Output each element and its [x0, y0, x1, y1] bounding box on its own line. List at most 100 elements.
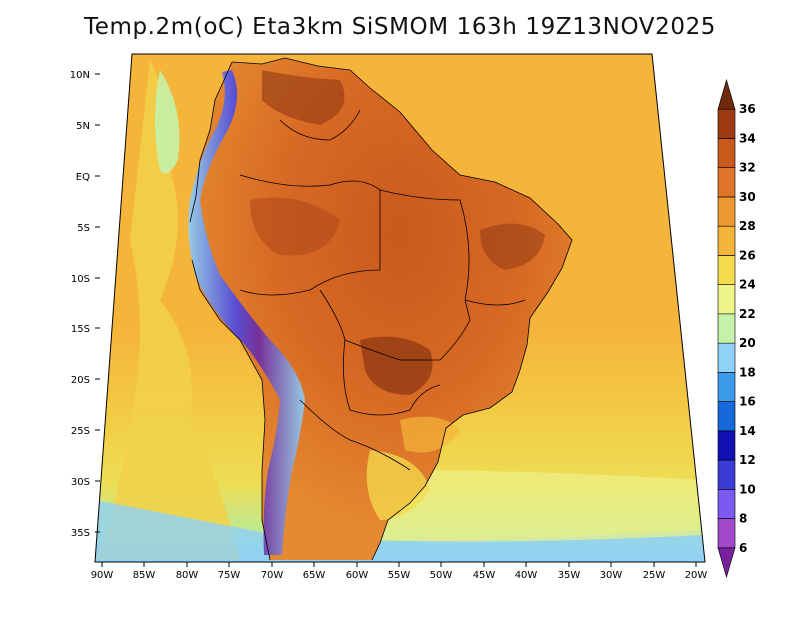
hot-patch-venezuela	[262, 70, 345, 125]
lon-label: 25W	[643, 570, 666, 581]
colorbar-segment	[717, 225, 736, 256]
pacific-cold-patch	[155, 70, 180, 174]
colorbar-segment	[717, 547, 736, 579]
lon-label: 90W	[91, 570, 114, 581]
border-bolivia	[319, 289, 471, 361]
colorbar-segment	[717, 78, 736, 110]
lat-tick: 5N	[76, 121, 100, 132]
colorbar-segment	[717, 138, 736, 169]
lon-label: 30W	[600, 570, 623, 581]
colorbar-segment	[717, 430, 736, 461]
lon-label: 20W	[685, 570, 708, 581]
colorbar-segment	[717, 313, 736, 344]
lon-label: 40W	[515, 570, 538, 581]
atlantic-coastline	[231, 57, 573, 561]
colorbar-label: 28	[739, 219, 756, 233]
lat-tick: EQ	[76, 172, 100, 183]
lat-tick: 20S	[71, 375, 100, 386]
hot-patch-pantanal	[360, 336, 433, 395]
colorbar-label: 12	[739, 453, 756, 467]
lat-tick: 35S	[71, 528, 100, 539]
andes-cold-ribbon	[188, 70, 305, 555]
south-atlantic-cool	[380, 470, 705, 542]
lon-tick: 60W	[346, 562, 369, 581]
colorbar-segment	[717, 196, 736, 227]
lon-label: 65W	[303, 570, 326, 581]
border-amazon	[239, 174, 381, 296]
colorbar-segment	[717, 342, 736, 373]
lon-tick: 65W	[303, 562, 326, 581]
lon-label: 70W	[261, 570, 284, 581]
lat-tick: 25S	[71, 426, 100, 437]
lat-tick: 5S	[77, 223, 100, 234]
southern-cold-band	[95, 500, 705, 562]
lon-label: 55W	[388, 570, 411, 581]
lon-label: 35W	[558, 570, 581, 581]
map-title: Temp.2m(oC) Eta3km SiSMOM 163h 19Z13NOV2…	[83, 14, 717, 40]
colorbar-segment	[717, 518, 736, 549]
colorbar-label: 24	[739, 278, 756, 292]
lat-label: 30S	[71, 477, 90, 488]
colorbar-label: 10	[739, 482, 756, 496]
lon-tick: 50W	[430, 562, 453, 581]
colorbar-label: 14	[739, 424, 756, 438]
colorbar: 6 8 10 12 14 16 18 20 22 24 26 28 30 32 34 36	[717, 78, 756, 579]
lon-tick: 85W	[133, 562, 155, 581]
lat-label: 20S	[71, 375, 90, 386]
colorbar-segment	[717, 167, 736, 198]
colorbar-label: 20	[739, 336, 756, 350]
colorbar-label: 34	[739, 131, 756, 145]
lat-label: 5N	[76, 121, 90, 132]
colorbar-label: 26	[739, 248, 756, 262]
lat-tick: 30S	[71, 477, 100, 488]
map-field	[95, 54, 705, 562]
colorbar-segment	[717, 284, 736, 315]
lon-label: 80W	[176, 570, 199, 581]
longitude-axis: 90W 85W 80W 75W 70W 65W 60W 55W 50W 45W …	[91, 562, 708, 581]
colorbar-label: 22	[739, 307, 756, 321]
colorbar-segment	[717, 459, 736, 490]
lon-tick: 20W	[685, 562, 708, 581]
lat-label: 10N	[70, 70, 90, 81]
latitude-axis: 10N 5N EQ 5S 10S 15S 20S 25S 30S 35S	[70, 70, 100, 539]
lat-tick: 15S	[71, 324, 100, 335]
lon-tick: 80W	[176, 562, 199, 581]
pacific-cool-zone	[95, 60, 240, 560]
colorbar-label: 16	[739, 395, 756, 409]
lat-label: 5S	[77, 223, 90, 234]
hot-patch-amazon	[250, 197, 340, 256]
lon-tick: 30W	[600, 562, 623, 581]
pacific-coastline-south	[191, 259, 271, 561]
lon-tick: 25W	[643, 562, 666, 581]
map-frame	[94, 53, 706, 563]
lat-label: 15S	[71, 324, 90, 335]
colorbar-segment	[717, 372, 736, 402]
lon-label: 50W	[430, 570, 453, 581]
lat-tick: 10N	[70, 70, 100, 81]
colorbar-label: 8	[739, 512, 747, 526]
lat-label: EQ	[76, 172, 90, 183]
colorbar-label: 36	[739, 102, 756, 116]
lon-tick: 55W	[388, 562, 411, 581]
lat-label: 10S	[71, 274, 90, 285]
colorbar-label: 32	[739, 161, 756, 175]
lon-label: 60W	[346, 570, 369, 581]
pacific-coastline-north	[189, 61, 233, 223]
lon-tick: 45W	[473, 562, 495, 581]
lat-label: 35S	[71, 528, 90, 539]
lon-tick: 75W	[218, 562, 241, 581]
lon-label: 75W	[218, 570, 241, 581]
colorbar-segment	[717, 108, 736, 139]
border-paraguay	[342, 339, 441, 416]
lon-tick: 35W	[558, 562, 581, 581]
colorbar-label: 18	[739, 365, 756, 379]
border-argentina	[299, 399, 411, 471]
colorbar-segment	[717, 401, 736, 432]
border-guianas	[279, 109, 361, 141]
lon-tick: 40W	[515, 562, 538, 581]
colorbar-label: 30	[739, 190, 756, 204]
lat-tick: 10S	[71, 274, 100, 285]
lon-tick: 70W	[261, 562, 284, 581]
colorbar-segment	[717, 255, 736, 285]
